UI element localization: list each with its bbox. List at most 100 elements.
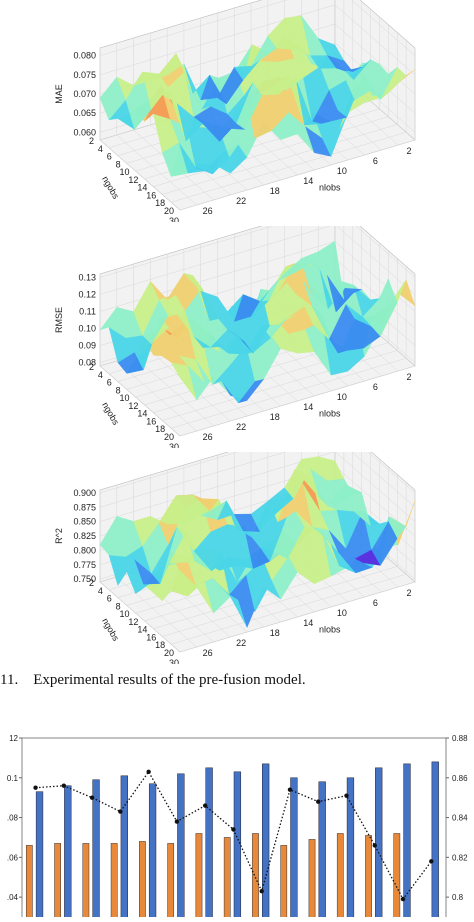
bar-blue [205,767,213,922]
x-tick-label: 18 [270,412,280,422]
z-tick-label: 0.825 [73,531,96,541]
right-tick-label: 0.84 [452,814,468,823]
z-tick-label: 0.070 [73,89,96,99]
r2-point [146,769,151,775]
z-tick-label: 0.750 [73,574,96,584]
x-axis-label: nlobs [319,409,341,419]
left-tick-label: .06 [7,853,19,862]
y-axis-label: ngobs [100,616,121,643]
bar-blue [375,767,383,922]
bar-orange [139,841,146,922]
bar-orange [336,833,344,922]
grid-line [99,226,416,295]
grid-line [116,576,197,648]
bar-blue [290,777,298,922]
right-tick-label: 0.86 [452,774,468,783]
bar-orange [223,837,231,922]
x-tick-label: 14 [303,402,313,412]
y-tick-label: 16 [146,632,156,642]
z-tick-label: 0.13 [78,272,96,282]
grid-line [153,558,389,629]
y-tick-label: 12 [128,617,138,627]
bar-orange [167,843,175,922]
bar-blue [92,779,100,922]
grid-line [153,116,389,187]
r2-point [316,799,321,804]
bar-orange [54,843,61,922]
x-tick-label: 26 [203,206,213,216]
y-tick-label: 10 [120,393,130,403]
y-tick-label: 18 [155,424,165,434]
y-tick-label: 2 [89,578,94,588]
bar-blue [148,783,157,922]
z-tick-label: 0.075 [73,70,96,80]
bar-orange [280,845,288,922]
figure-caption: 11. Experimental results of the pre-fusi… [0,672,306,688]
x-tick-label: 14 [303,176,313,186]
grid-line [162,124,398,195]
z-tick-label: 0.12 [78,289,96,299]
y-tick-label: 2 [89,362,94,372]
bar-blue [318,781,326,922]
y-tick-label: 8 [116,601,121,611]
grid-line [179,139,416,211]
bar-orange [308,839,316,922]
x-tick-label: 14 [303,618,313,628]
grid-line [162,566,398,637]
y-tick-label: 6 [107,378,112,388]
grid-line [171,357,407,429]
x-tick-label: 6 [373,156,378,166]
grid-line [171,131,407,203]
y-tick-label: 8 [116,385,121,395]
y-tick-label: 4 [98,370,103,380]
y-tick-label: 12 [128,175,138,185]
x-axis-label: nlobs [319,625,341,635]
plot-frame [21,737,447,922]
x-tick-label: 6 [373,382,378,392]
grid-line [99,226,416,278]
x-tick-label: 10 [337,166,347,176]
r2-point [202,803,208,808]
z-tick-label: 0.850 [73,517,96,527]
x-axis-label: nlobs [319,183,341,193]
y-tick-label: 18 [155,640,165,650]
grid-line [133,355,214,427]
y-tick-label: 12 [128,401,138,411]
y-axis-label: ngobs [100,400,121,427]
y-tick-label: 14 [137,183,147,193]
r2-line [35,770,432,901]
z-axis-label: R^2 [54,528,64,544]
grid-line [99,452,416,494]
y-tick-label: 10 [120,167,130,177]
z-tick-label: 0.060 [73,127,96,137]
y-tick-label: 16 [146,190,156,200]
r2-point [231,827,236,832]
right-tick-label: 0.8 [452,893,464,902]
surface [99,456,416,628]
left-tick-label: .08 [7,814,19,823]
grid-line [99,581,181,653]
y-tick-label: 14 [137,625,147,635]
bar-blue [431,761,439,922]
grid-line [116,134,197,206]
bar-blue [403,763,411,922]
x-tick-label: 30 [169,442,179,448]
bar-blue [177,773,185,922]
bar-orange [82,843,90,922]
y-tick-label: 20 [164,648,174,658]
grid-line [179,365,416,437]
left-tick-label: 0.1 [7,774,19,783]
z-axis-label: MAE [54,84,64,104]
r2-point [372,843,377,848]
y-axis-label: ngobs [100,174,121,201]
left-tick-label: 12 [9,734,18,743]
y-tick-label: 8 [116,159,121,169]
bar-orange [393,833,401,922]
z-tick-label: 0.08 [78,358,96,368]
r2-point [287,787,293,792]
r2-point [118,809,123,814]
bar-orange [365,835,372,922]
grid-line [99,452,416,508]
r2-point [400,896,406,902]
z-tick-label: 0.09 [78,341,96,351]
